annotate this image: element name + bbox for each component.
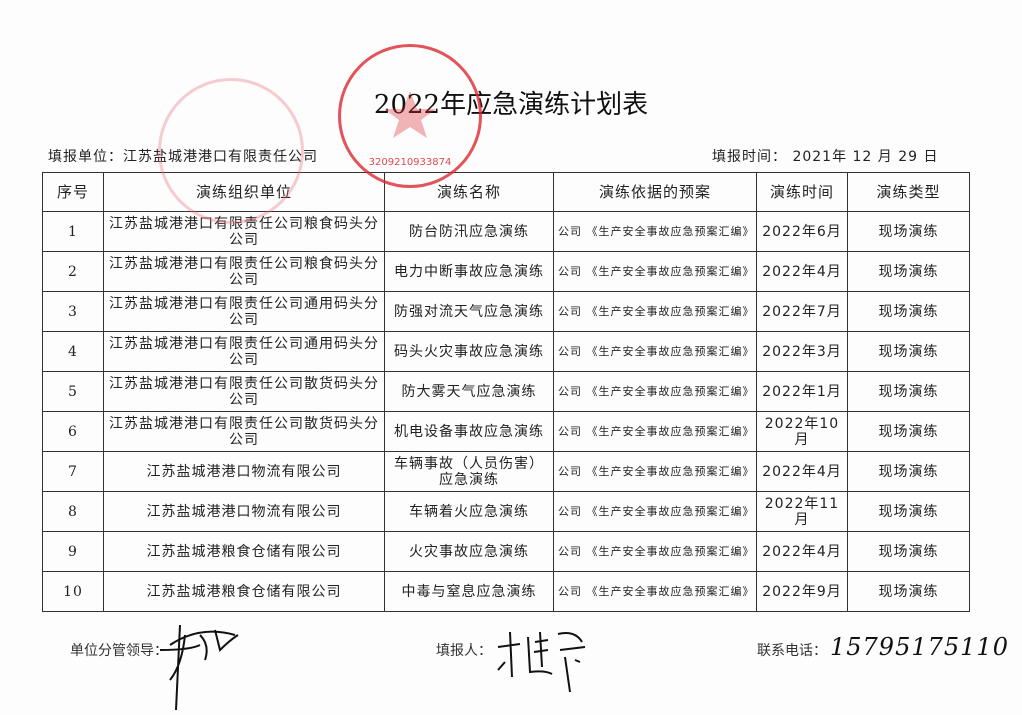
row-org: 江苏盐城港港口有限责任公司通用码头分公司 <box>103 331 385 372</box>
row-no: 1 <box>42 211 104 252</box>
row-basis: 公司 《生产安全事故应急预案汇编》 <box>553 251 757 292</box>
row-time: 2022年7月 <box>756 291 848 332</box>
row-type: 现场演练 <box>847 211 970 252</box>
table-row: 9 江苏盐城港粮食仓储有限公司 火灾事故应急演练 公司 《生产安全事故应急预案汇编》 2… <box>42 531 970 572</box>
row-type: 现场演练 <box>847 451 970 492</box>
row-no: 7 <box>42 451 104 492</box>
row-basis: 公司 《生产安全事故应急预案汇编》 <box>553 411 757 452</box>
phone-label: 联系电话： <box>757 643 827 659</box>
header-no: 序号 <box>42 172 104 212</box>
row-drill-name: 电力中断事故应急演练 <box>384 251 554 292</box>
row-org: 江苏盐城港粮食仓储有限公司 <box>103 571 385 612</box>
filler-signature <box>497 631 586 693</box>
row-basis: 公司 《生产安全事故应急预案汇编》 <box>553 571 757 612</box>
row-drill-name: 车辆事故（人员伤害）应急演练 <box>384 451 554 492</box>
row-drill-name: 机电设备事故应急演练 <box>384 411 554 452</box>
row-drill-name: 防台防汛应急演练 <box>384 211 554 252</box>
row-no: 10 <box>42 571 104 612</box>
header-name: 演练名称 <box>384 172 554 212</box>
row-no: 9 <box>42 531 104 572</box>
row-drill-name: 火灾事故应急演练 <box>384 531 554 572</box>
row-type: 现场演练 <box>847 411 970 452</box>
row-drill-name: 中毒与窒息应急演练 <box>384 571 554 612</box>
table-row: 3 江苏盐城港港口有限责任公司通用码头分公司 防强对流天气应急演练 公司 《生产安全事… <box>42 291 970 332</box>
row-type: 现场演练 <box>847 491 970 532</box>
row-drill-name: 防强对流天气应急演练 <box>384 291 554 332</box>
table-row: 10 江苏盐城港粮食仓储有限公司 中毒与窒息应急演练 公司 《生产安全事故应急预案汇编… <box>42 571 970 612</box>
row-basis: 公司 《生产安全事故应急预案汇编》 <box>553 291 757 332</box>
row-time: 2022年11月 <box>756 491 848 532</box>
row-org: 江苏盐城港港口有限责任公司粮食码头分公司 <box>103 251 385 292</box>
row-basis: 公司 《生产安全事故应急预案汇编》 <box>553 491 757 532</box>
table-row: 7 江苏盐城港港口物流有限公司 车辆事故（人员伤害）应急演练 公司 《生产安全事故应急… <box>42 451 970 492</box>
table-row: 1 江苏盐城港港口有限责任公司粮食码头分公司 防台防汛应急演练 公司 《生产安全事故应… <box>42 211 970 252</box>
filler-label: 填报人： <box>436 643 492 659</box>
row-time: 2022年4月 <box>756 531 848 572</box>
row-drill-name: 车辆着火应急演练 <box>384 491 554 532</box>
row-time: 2022年10月 <box>756 411 848 452</box>
row-type: 现场演练 <box>847 251 970 292</box>
row-basis: 公司 《生产安全事故应急预案汇编》 <box>553 331 757 372</box>
table-row: 5 江苏盐城港港口有限责任公司散货码头分公司 防大雾天气应急演练 公司 《生产安全事故… <box>42 371 970 412</box>
row-drill-name: 码头火灾事故应急演练 <box>384 331 554 372</box>
row-no: 8 <box>42 491 104 532</box>
row-time: 2022年1月 <box>756 371 848 412</box>
reporting-date: 填报时间： 2021年 12 月 29 日 <box>712 149 939 165</box>
reporting-unit: 填报单位：江苏盐城港港口有限责任公司 <box>48 149 318 165</box>
row-type: 现场演练 <box>847 291 970 332</box>
row-basis: 公司 《生产安全事故应急预案汇编》 <box>553 371 757 412</box>
page-title: 2022年应急演练计划表 <box>373 90 649 120</box>
row-org: 江苏盐城港港口物流有限公司 <box>103 491 385 532</box>
row-type: 现场演练 <box>847 371 970 412</box>
row-type: 现场演练 <box>847 331 970 372</box>
row-time: 2022年4月 <box>756 251 848 292</box>
row-time: 2022年3月 <box>756 331 848 372</box>
row-no: 2 <box>42 251 104 292</box>
row-type: 现场演练 <box>847 531 970 572</box>
row-org: 江苏盐城港港口有限责任公司通用码头分公司 <box>103 291 385 332</box>
row-time: 2022年6月 <box>756 211 848 252</box>
row-drill-name: 防大雾天气应急演练 <box>384 371 554 412</box>
row-no: 6 <box>42 411 104 452</box>
table-row: 4 江苏盐城港港口有限责任公司通用码头分公司 码头火灾事故应急演练 公司 《生产安全事… <box>42 331 970 372</box>
row-org: 江苏盐城港港口有限责任公司粮食码头分公司 <box>103 211 385 252</box>
drill-plan-table: 序号 演练组织单位 演练名称 演练依据的预案 演练时间 演练类型 1 江苏盐城港港… <box>42 172 970 612</box>
header-org: 演练组织单位 <box>103 172 385 212</box>
row-basis: 公司 《生产安全事故应急预案汇编》 <box>553 211 757 252</box>
table-header-row: 序号 演练组织单位 演练名称 演练依据的预案 演练时间 演练类型 <box>42 172 970 212</box>
phone-number: 15795175110 <box>830 633 1009 661</box>
leader-label: 单位分管领导： <box>70 643 168 659</box>
header-basis: 演练依据的预案 <box>553 172 757 212</box>
row-no: 3 <box>42 291 104 332</box>
leader-signature <box>159 624 239 711</box>
row-org: 江苏盐城港港口有限责任公司散货码头分公司 <box>103 371 385 412</box>
row-time: 2022年4月 <box>756 451 848 492</box>
table-row: 2 江苏盐城港港口有限责任公司粮食码头分公司 电力中断事故应急演练 公司 《生产安全事… <box>42 251 970 292</box>
table-row: 8 江苏盐城港港口物流有限公司 车辆着火应急演练 公司 《生产安全事故应急预案汇编》 2… <box>42 491 970 532</box>
row-org: 江苏盐城港港口物流有限公司 <box>103 451 385 492</box>
row-org: 江苏盐城港港口有限责任公司散货码头分公司 <box>103 411 385 452</box>
row-type: 现场演练 <box>847 571 970 612</box>
table-row: 6 江苏盐城港港口有限责任公司散货码头分公司 机电设备事故应急演练 公司 《生产安全事… <box>42 411 970 452</box>
header-time: 演练时间 <box>756 172 848 212</box>
row-no: 4 <box>42 331 104 372</box>
row-time: 2022年9月 <box>756 571 848 612</box>
header-type: 演练类型 <box>847 172 970 212</box>
svg-text:3209210933874: 3209210933874 <box>369 157 452 168</box>
row-no: 5 <box>42 371 104 412</box>
row-org: 江苏盐城港粮食仓储有限公司 <box>103 531 385 572</box>
row-basis: 公司 《生产安全事故应急预案汇编》 <box>553 451 757 492</box>
row-basis: 公司 《生产安全事故应急预案汇编》 <box>553 531 757 572</box>
